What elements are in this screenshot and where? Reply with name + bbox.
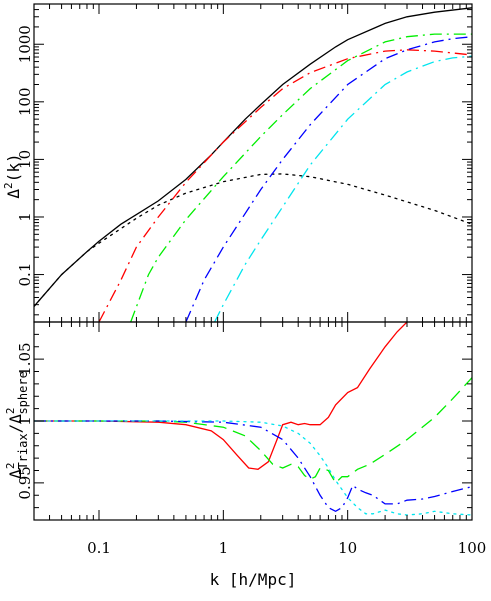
top-panel-frame (33, 3, 473, 323)
top-series-6 (214, 55, 472, 322)
bottom-series-3 (34, 420, 472, 513)
top-y-tick-label: 1000 (16, 25, 34, 63)
bottom-series-4 (34, 420, 472, 516)
bottom-panel-curves (34, 322, 472, 516)
bottom-panel-frame (33, 321, 473, 521)
top-y-tick-label: 10 (16, 150, 34, 169)
top-series-3 (98, 49, 472, 322)
top-y-axis-label: Δ2(k) (2, 153, 23, 198)
top-y-tick-label: 100 (16, 88, 34, 117)
x-axis-label: k [h/Mpc] (210, 570, 297, 589)
top-panel-curves (34, 7, 472, 322)
top-y-tick-label: 0.1 (16, 263, 34, 287)
top-y-tick-label: 1 (16, 212, 34, 222)
bottom-series-1 (34, 322, 408, 470)
top-series-2 (34, 173, 472, 308)
x-tick-label: 10 (338, 539, 357, 557)
top-series-1 (34, 7, 472, 307)
bottom-y-tick-label: 0.95 (16, 466, 34, 499)
x-tick-label: 1 (219, 539, 229, 557)
x-tick-label: 100 (458, 539, 487, 557)
bottom-y-tick-label: 1 (16, 416, 34, 426)
top-series-5 (185, 36, 472, 322)
bottom-y-axis-label: Δ2Triax/Δ2sphere (4, 371, 30, 479)
tick-labels: 0.1 1 10 100 0.1 1 10 100 1000 0.95 1 1.05 (16, 25, 486, 557)
x-tick-label: 0.1 (87, 539, 111, 557)
top-series-4 (130, 33, 472, 322)
bottom-y-tick-label: 1.05 (16, 342, 34, 375)
bottom-series-2 (34, 377, 472, 484)
